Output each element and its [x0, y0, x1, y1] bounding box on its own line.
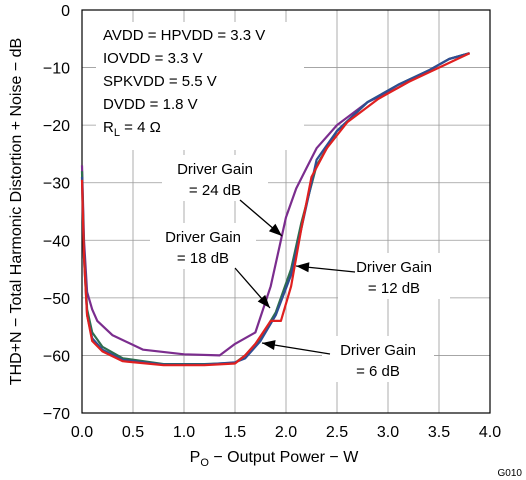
x-axis-label: PO − Output Power − W: [190, 449, 360, 469]
series-line-4: [80, 52, 471, 367]
figure-id: G010: [498, 468, 523, 479]
annotation-arrowhead: [268, 223, 282, 236]
x-tick-label: 3.0: [377, 424, 399, 441]
annotation-arrowhead: [257, 294, 270, 308]
series-line-1: [80, 52, 470, 357]
annotation-line-2: = 24 dB: [189, 182, 241, 199]
y-tick-label: −30: [43, 176, 70, 193]
x-axis-label-rest: − Output Power − W: [209, 449, 359, 466]
annotation-box: [322, 336, 434, 382]
y-tick-label: −60: [43, 348, 70, 365]
x-tick-label: 2.0: [275, 424, 297, 441]
y-tick-label: −10: [43, 61, 70, 78]
y-axis-label: THD+N − Total Harmonic Distortion + Nois…: [8, 38, 25, 385]
x-tick-label: 1.5: [224, 424, 246, 441]
x-tick-label: 0.5: [122, 424, 144, 441]
annotation-arrowhead: [262, 340, 276, 350]
annotation-box: [162, 155, 268, 201]
annotation-line-1: Driver Gain: [356, 259, 432, 276]
tick-labels: 0.0 0.5 1.0 1.5 2.0 2.5 3.0 3.5 4.0 0 −10 −20 −30 −40…: [43, 3, 501, 441]
annotations: Driver Gain = 24 dB Driver Gain = 18 dB Driv…: [150, 155, 450, 382]
annotation-line-1: Driver Gain: [340, 342, 416, 359]
series-layer: [80, 52, 471, 367]
annotation-line-1: Driver Gain: [165, 229, 241, 246]
condition-line: IOVDD = 3.3 V: [103, 50, 203, 67]
annotation-line-1: Driver Gain: [177, 161, 253, 178]
x-tick-label: 2.5: [326, 424, 348, 441]
annotation-arrowhead: [296, 262, 310, 273]
x-tick-label: 1.0: [173, 424, 195, 441]
x-tick-label: 4.0: [479, 424, 501, 441]
annotation-line-2: = 12 dB: [368, 280, 420, 297]
condition-line: SPKVDD = 5.5 V: [103, 73, 217, 90]
annotation-line-2: = 6 dB: [356, 363, 400, 380]
series-line-3: [80, 52, 470, 366]
x-tick-label: 0.0: [71, 424, 93, 441]
condition-line: RL = 4 Ω: [103, 119, 161, 139]
x-axis-label-p: P: [190, 449, 201, 466]
x-tick-label: 3.5: [428, 424, 450, 441]
y-tick-label: −40: [43, 233, 70, 250]
x-axis-label-sub: O: [200, 457, 209, 469]
y-tick-label: −70: [43, 406, 70, 423]
annotation-box: [338, 253, 450, 299]
y-tick-label: −20: [43, 118, 70, 135]
condition-line: DVDD = 1.8 V: [103, 96, 198, 113]
annotation-line-2: = 18 dB: [177, 250, 229, 267]
y-tick-label: 0: [61, 3, 70, 20]
conditions-box: [96, 22, 304, 150]
conditions-text: AVDD = HPVDD = 3.3 V IOVDD = 3.3 V SPKVDD …: [103, 27, 265, 139]
condition-line: AVDD = HPVDD = 3.3 V: [103, 27, 265, 44]
y-tick-label: −50: [43, 291, 70, 308]
annotation-box: [150, 223, 256, 269]
